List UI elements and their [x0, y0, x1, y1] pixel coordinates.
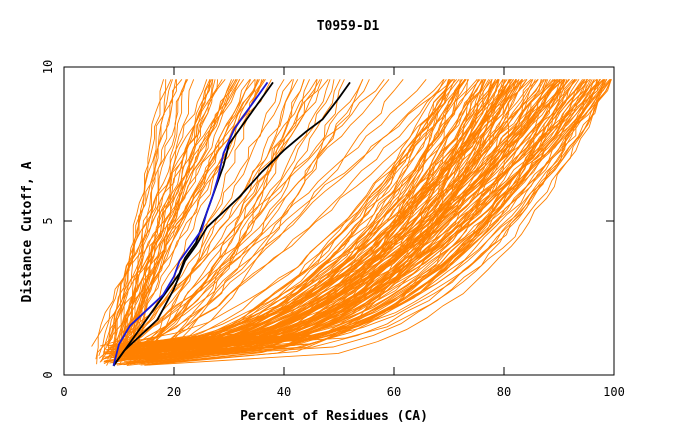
model-curve [121, 79, 523, 354]
model-curve [149, 79, 524, 359]
model-curve [101, 79, 266, 362]
model-curve [131, 79, 487, 352]
model-curve [139, 79, 294, 346]
model-curve [151, 79, 536, 357]
model-curve [121, 79, 233, 354]
model-curve [127, 79, 466, 366]
chart-title: T0959-D1 [317, 19, 380, 34]
model-curve [129, 79, 216, 352]
model-curve [99, 79, 331, 347]
y-tick-label: 5 [41, 217, 55, 224]
model-curve [106, 79, 612, 353]
model-curve [116, 79, 213, 359]
model-curve [105, 79, 506, 354]
model-curve [140, 79, 504, 348]
model-curve [109, 79, 329, 353]
model-curve [149, 79, 483, 362]
x-axis-label: Percent of Residues (CA) [240, 409, 428, 424]
model-curve [112, 78, 578, 357]
model-curve [133, 79, 450, 363]
model-curve [125, 79, 251, 346]
model-curve [115, 79, 460, 354]
model-curve [142, 79, 491, 359]
model-curve [119, 79, 238, 346]
model-curve [144, 79, 612, 366]
model-curve [116, 79, 404, 351]
x-axis-ticks: 0 20 40 60 80 100 [60, 67, 625, 399]
x-tick-label: 60 [387, 385, 401, 399]
y-axis-label: Distance Cutoff, A [20, 161, 35, 302]
x-tick-label: 40 [277, 385, 291, 399]
model-curve [152, 79, 493, 364]
model-curve [119, 79, 583, 365]
model-curve [98, 79, 208, 357]
model-curve [130, 79, 260, 366]
model-curve [112, 79, 427, 353]
model-curve [151, 79, 605, 357]
model-curve [133, 79, 570, 352]
model-curve [133, 79, 263, 365]
model-curve [133, 79, 575, 346]
model-curve [103, 79, 226, 355]
model-curve [127, 78, 558, 361]
model-curve [113, 78, 526, 355]
y-tick-label: 0 [41, 371, 55, 378]
y-axis-ticks: 0 5 10 [41, 60, 614, 379]
model-curve [107, 79, 183, 350]
model-curve [151, 78, 597, 352]
x-tick-label: 100 [603, 385, 625, 399]
model-curve [130, 79, 444, 349]
x-tick-label: 0 [60, 385, 67, 399]
model-curve [126, 78, 532, 366]
model-curve [114, 79, 511, 346]
model-curve [103, 79, 542, 355]
model-curve [117, 79, 318, 356]
model-curve [124, 79, 549, 353]
series-line-0 [112, 81, 351, 367]
model-curve [116, 79, 463, 350]
x-tick-label: 20 [167, 385, 181, 399]
model-curve [107, 79, 172, 360]
model-curve [127, 79, 548, 346]
model-curve [136, 79, 293, 364]
model-curve [139, 79, 575, 356]
model-curve [99, 79, 237, 363]
model-curve [106, 79, 470, 351]
model-curve [126, 79, 305, 364]
model-curve [103, 79, 370, 365]
model-curve [91, 79, 240, 347]
model-curve [149, 79, 588, 360]
model-curve [137, 79, 445, 359]
model-curve [144, 79, 454, 355]
y-tick-label: 10 [41, 60, 55, 74]
model-curve [142, 79, 612, 347]
model-curve [135, 79, 576, 355]
model-curve [143, 79, 390, 354]
model-curve [111, 79, 499, 361]
model-curve [137, 79, 534, 347]
orange-curve-bundle [91, 78, 612, 366]
x-tick-label: 80 [497, 385, 511, 399]
model-curve [142, 79, 447, 355]
series-layer [112, 81, 351, 367]
series-line-2 [112, 81, 269, 367]
model-curve [132, 79, 605, 351]
